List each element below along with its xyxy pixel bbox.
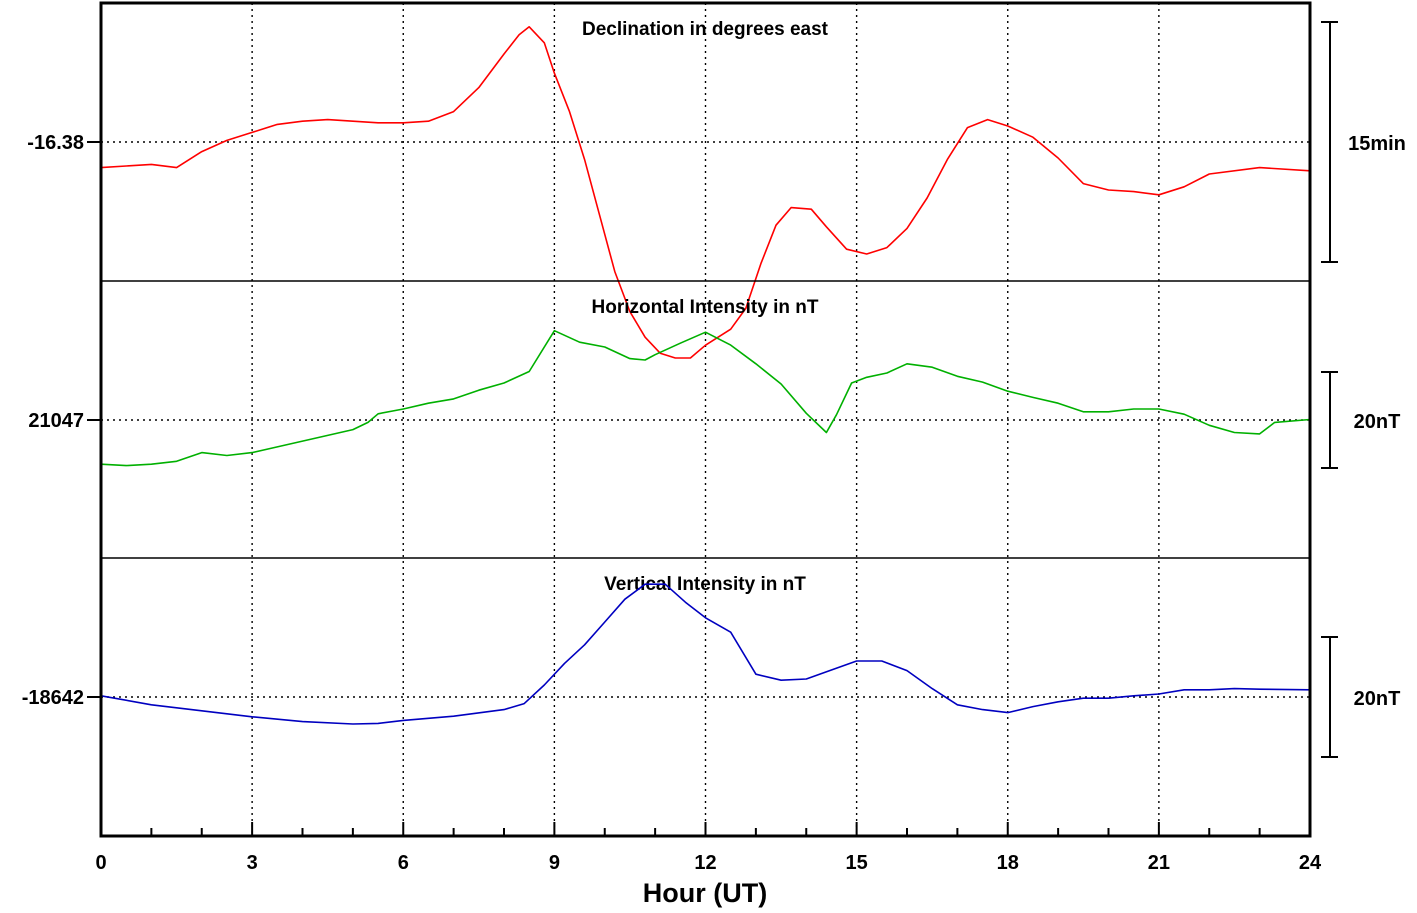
x-tick-label: 3 xyxy=(247,852,258,874)
x-tick-label: 24 xyxy=(1299,852,1322,874)
x-tick-label: 21 xyxy=(1148,852,1170,874)
x-tick-label: 15 xyxy=(846,852,868,874)
scale-label: 15min xyxy=(1348,133,1406,155)
panel-layer: -16.38 Declination in degrees east 15min 21… xyxy=(22,19,1406,758)
baseline-label: -16.38 xyxy=(27,132,84,154)
x-tick-label: 12 xyxy=(694,852,716,874)
panel-title: Vertical Intensity in nT xyxy=(604,574,806,595)
panel-title: Declination in degrees east xyxy=(582,19,829,40)
series-line-2 xyxy=(100,329,1311,467)
baseline-label: 21047 xyxy=(28,410,84,432)
scale-label: 20nT xyxy=(1354,688,1401,710)
x-tick-label: 9 xyxy=(549,852,560,874)
scale-label: 20nT xyxy=(1354,411,1401,433)
series-line-3 xyxy=(100,583,1311,725)
series-line-1 xyxy=(100,25,1311,359)
x-tick-label: 0 xyxy=(95,852,106,874)
x-tick-label: 6 xyxy=(398,852,409,874)
panel-title: Horizontal Intensity in nT xyxy=(592,297,819,318)
x-tick-label: 18 xyxy=(997,852,1019,874)
x-axis-title: Hour (UT) xyxy=(643,878,767,908)
baseline-label: -18642 xyxy=(22,687,84,709)
grid-layer xyxy=(101,3,1310,836)
x-axis: 0 3 6 9 12 15 18 21 24 xyxy=(95,822,1322,874)
